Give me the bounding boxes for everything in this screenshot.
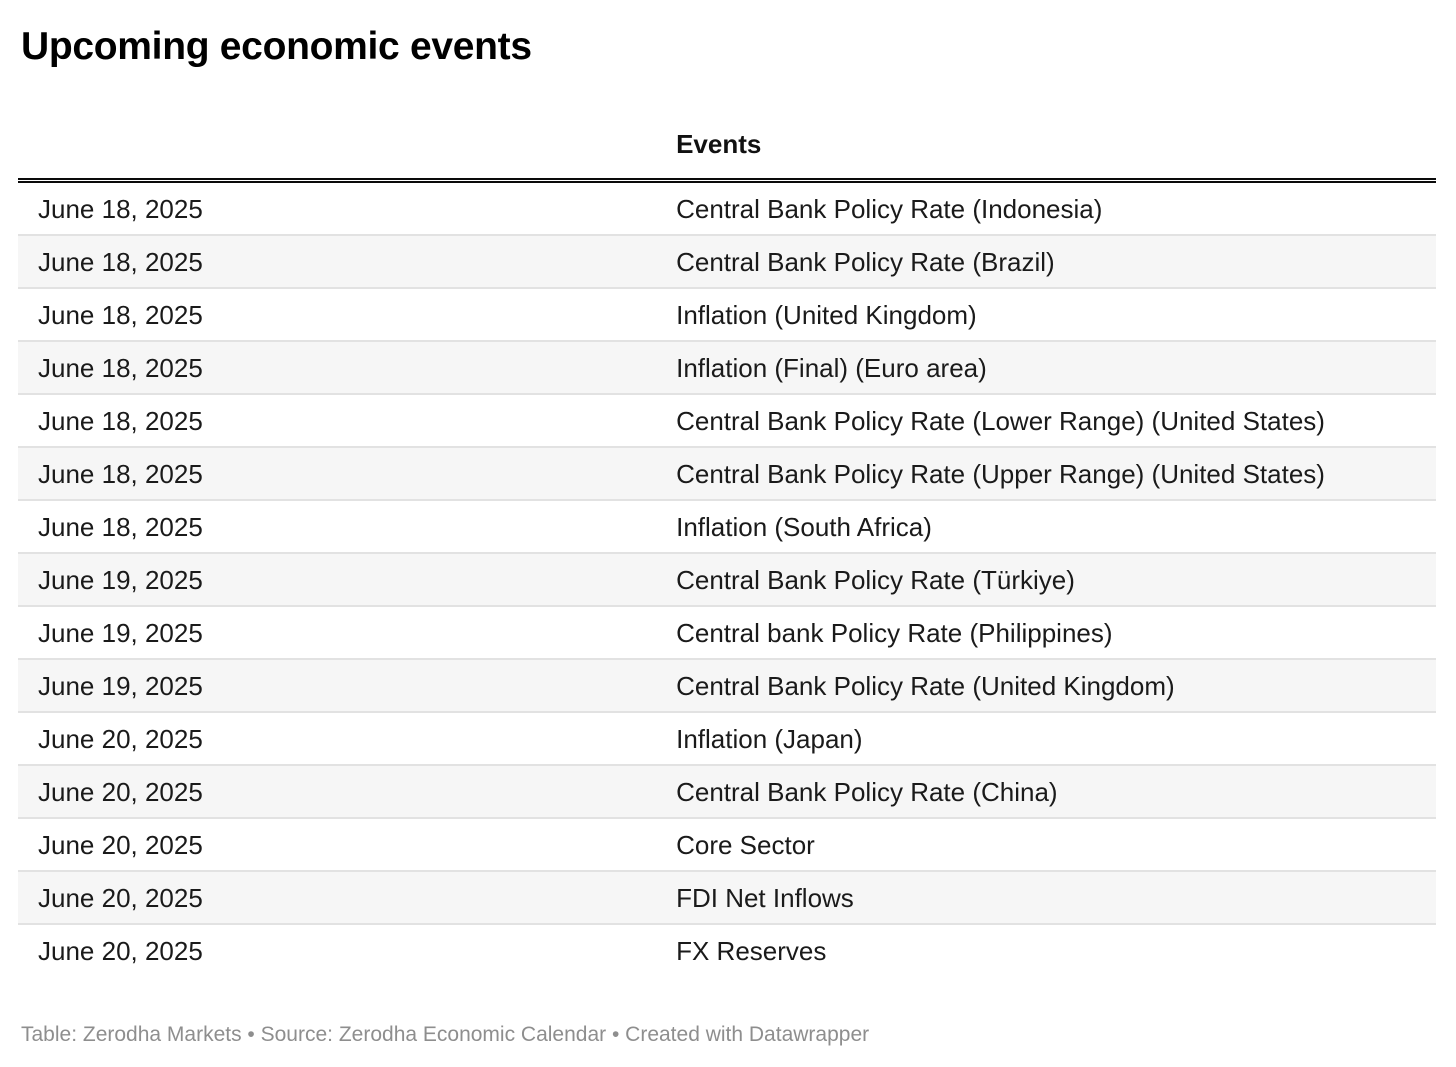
event-cell: Central Bank Policy Rate (United Kingdom…	[656, 659, 1436, 713]
date-cell: June 18, 2025	[18, 235, 657, 289]
table-row: June 20, 2025 FX Reserves	[18, 924, 1436, 976]
date-cell: June 18, 2025	[18, 500, 657, 554]
attribution-footer: Table: Zerodha Markets • Source: Zerodha…	[21, 1023, 870, 1046]
table-row: June 18, 2025 Central Bank Policy Rate (U…	[18, 447, 1436, 501]
table-row: June 20, 2025 Inflation (Japan)	[18, 712, 1436, 766]
date-column-header	[18, 112, 657, 183]
event-cell: Central bank Policy Rate (Philippines)	[656, 606, 1436, 660]
date-cell: June 18, 2025	[18, 341, 657, 395]
table-row: June 20, 2025 Core Sector	[18, 818, 1436, 872]
table-row: June 18, 2025 Inflation (United Kingdom)	[18, 288, 1436, 342]
table-row: June 19, 2025 Central bank Policy Rate (P…	[18, 606, 1436, 660]
date-cell: June 20, 2025	[18, 818, 657, 872]
table-row: June 18, 2025 Central Bank Policy Rate (L…	[18, 394, 1436, 448]
date-cell: June 19, 2025	[18, 659, 657, 713]
table-row: June 19, 2025 Central Bank Policy Rate (U…	[18, 659, 1436, 713]
event-cell: Inflation (Japan)	[656, 712, 1436, 766]
date-cell: June 18, 2025	[18, 447, 657, 501]
event-cell: FX Reserves	[676, 936, 827, 966]
event-cell: Core Sector	[656, 818, 1436, 872]
table-row: June 19, 2025 Central Bank Policy Rate (T…	[18, 553, 1436, 607]
date-cell: June 20, 2025	[18, 765, 657, 819]
event-cell: Inflation (South Africa)	[656, 500, 1436, 554]
table-container: Events June 18, 2025 Central Bank Policy …	[18, 112, 1436, 976]
event-cell: Inflation (United Kingdom)	[656, 288, 1436, 342]
event-cell: Central Bank Policy Rate (Indonesia)	[656, 180, 1436, 236]
table-row: June 18, 2025 Inflation (Final) (Euro are…	[18, 341, 1436, 395]
date-cell: June 19, 2025	[18, 553, 657, 607]
event-cell: Central Bank Policy Rate (Brazil)	[656, 235, 1436, 289]
table-row: June 18, 2025 Central Bank Policy Rate (I…	[18, 180, 1436, 236]
table-row: June 18, 2025 Central Bank Policy Rate (B…	[18, 235, 1436, 289]
event-cell: Inflation (Final) (Euro area)	[656, 341, 1436, 395]
datawrapper-table-page: Upcoming economic events Events June 18,…	[0, 24, 1456, 1067]
economic-events-table: Events June 18, 2025 Central Bank Policy …	[18, 112, 1436, 976]
table-header: Events	[18, 112, 1436, 183]
event-cell: Central Bank Policy Rate (Lower Range) (…	[656, 394, 1436, 448]
date-cell: June 20, 2025	[18, 871, 657, 925]
event-cell: FDI Net Inflows	[656, 871, 1436, 925]
event-cell: Central Bank Policy Rate (Upper Range) (…	[656, 447, 1436, 501]
date-cell: June 20, 2025	[18, 712, 657, 766]
date-cell: June 19, 2025	[18, 606, 657, 660]
table-row: June 18, 2025 Inflation (South Africa)	[18, 500, 1436, 554]
table-row: June 20, 2025 FDI Net Inflows	[18, 871, 1436, 925]
date-cell: June 18, 2025	[18, 394, 657, 448]
table-body: June 18, 2025 Central Bank Policy Rate (I…	[18, 180, 1436, 977]
date-cell: June 18, 2025	[18, 288, 657, 342]
table-row: June 20, 2025 Central Bank Policy Rate (C…	[18, 765, 1436, 819]
event-cell: Central Bank Policy Rate (China)	[656, 765, 1436, 819]
header-row: Events	[18, 112, 1436, 183]
event-cell: Central Bank Policy Rate (Türkiye)	[656, 553, 1436, 607]
events-column-header: Events	[656, 112, 1436, 183]
date-cell: June 18, 2025	[18, 180, 657, 236]
page-title: Upcoming economic events	[21, 25, 532, 68]
date-cell: June 20, 2025	[38, 936, 203, 966]
